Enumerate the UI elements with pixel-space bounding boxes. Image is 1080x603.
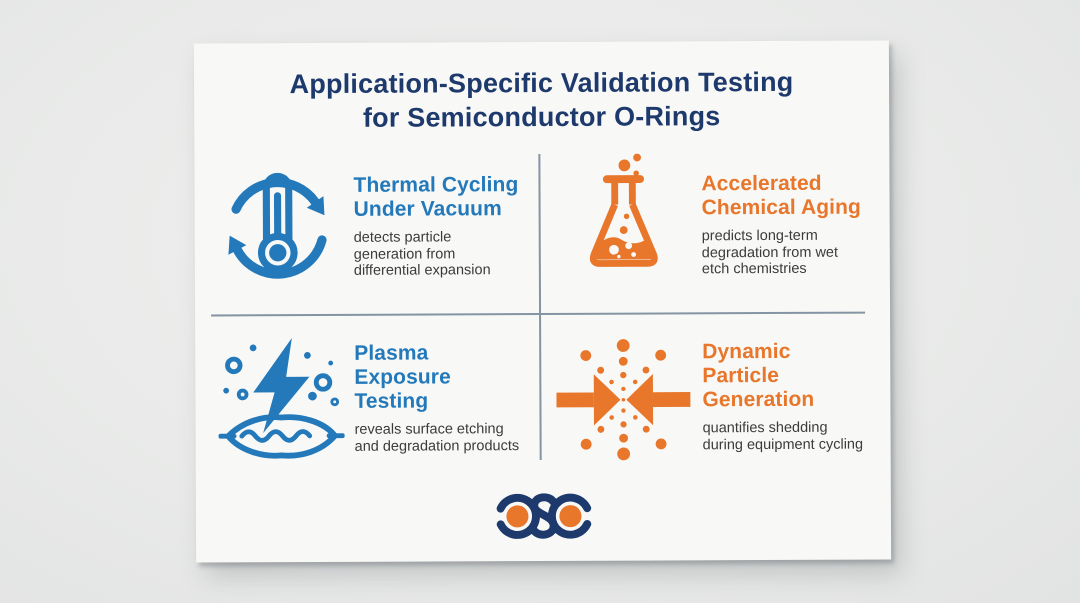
chemical-flask-icon	[574, 153, 673, 283]
quadrant-description: reveals surface etching and degradation …	[354, 421, 520, 455]
quadrant-thermal-cycling: Thermal Cycling Under Vacuum detects par…	[353, 173, 539, 279]
particle-convergence-icon	[556, 337, 691, 462]
infographic-card: Application-Specific Validation Testing …	[193, 40, 892, 563]
quadrant-heading: Plasma Exposure Testing	[354, 341, 451, 413]
plasma-lightning-icon	[218, 336, 345, 461]
horizontal-divider	[211, 311, 866, 317]
thermometer-cycle-icon	[220, 161, 335, 288]
quadrant-heading: Accelerated Chemical Aging	[701, 171, 861, 220]
quadrant-description: predicts long-term degradation from wet …	[701, 227, 839, 278]
quadrant-description: quantifies shedding during equipment cyc…	[702, 419, 864, 453]
quadrant-chemical-aging: Accelerated Chemical Aging predicts long…	[701, 171, 887, 278]
page-title: Application-Specific Validation Testing …	[289, 66, 794, 133]
quadrant-heading: Thermal Cycling Under Vacuum	[353, 173, 519, 221]
quadrant-heading: Dynamic Particle Generation	[702, 339, 815, 412]
quadrant-description: detects particle generation from differe…	[353, 229, 491, 279]
quadrant-plasma-exposure: Plasma Exposure Testing reveals surface …	[354, 341, 550, 455]
quadrant-dynamic-particle: Dynamic Particle Generation quantifies s…	[702, 339, 898, 453]
dsc-logo	[490, 488, 596, 545]
